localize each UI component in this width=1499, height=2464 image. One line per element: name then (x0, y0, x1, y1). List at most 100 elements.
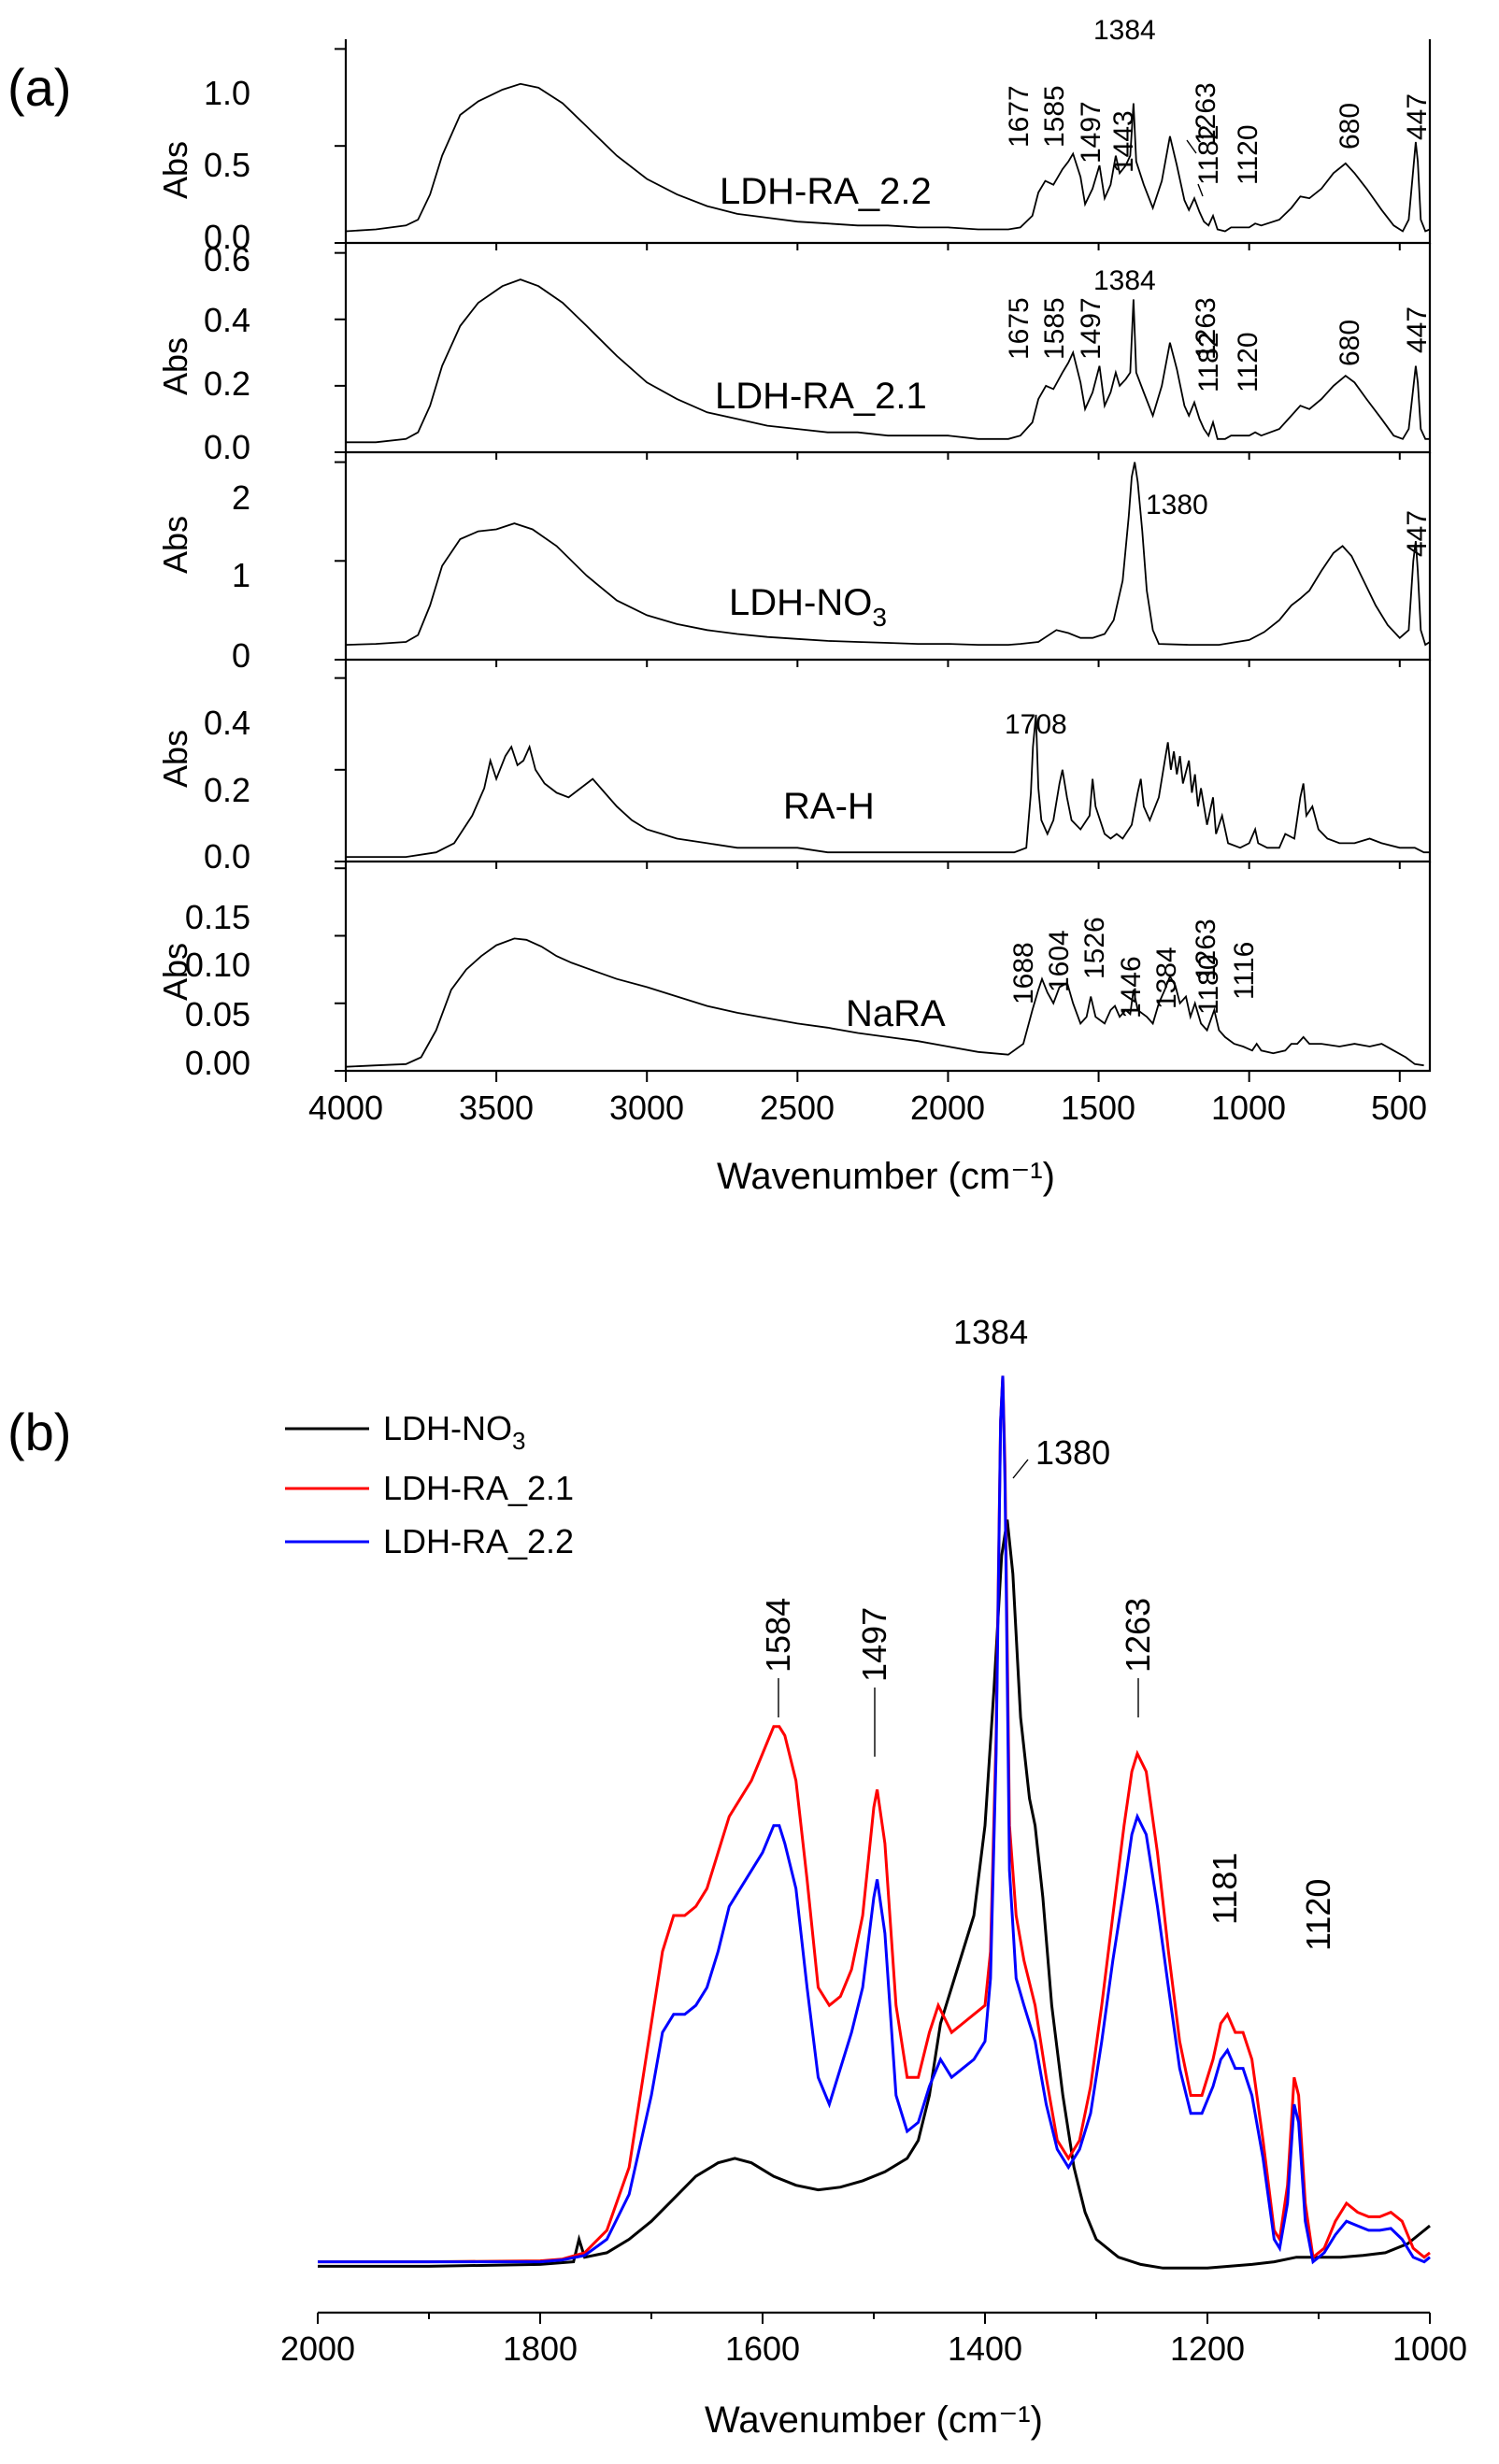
peak-label-1380: 1380 (1146, 490, 1208, 520)
spectrum-line-ldh-ra-2-2-b (318, 1375, 1431, 2265)
peak-label-1380: 1380 (1035, 1433, 1110, 1472)
y-tick-label: 0.15 (185, 898, 250, 936)
subplot-4-ylabel: Abs (156, 730, 194, 788)
subplot-ra-h: Abs 0.4 0.2 0.0 RA-H 1708 (156, 660, 1432, 876)
subplot-5-ylabel: Abs (156, 943, 194, 1001)
peak-label-1120: 1120 (1233, 332, 1263, 392)
x-tick-label: 1600 (725, 2329, 800, 2368)
x-tick-label: 1800 (503, 2329, 578, 2368)
x-tick-label: 1400 (948, 2329, 1022, 2368)
panel-b: (b) 2000 1800 1600 1400 1200 1000 Wavenu… (7, 1313, 1467, 2441)
series-label-ldh-ra-2-2: LDH-RA_2.2 (720, 171, 932, 212)
series-label-nara: NaRA (846, 993, 946, 1034)
peak-label-1497: 1497 (855, 1607, 893, 1682)
peak-label-1263: 1263 (1191, 919, 1221, 981)
spectrum-line-ldh-no3 (345, 462, 1431, 647)
subplot-2-frame (344, 243, 1432, 454)
peak-label-1384: 1384 (953, 1313, 1028, 1351)
x-tick-label: 1500 (1061, 1089, 1135, 1127)
x-tick-label: 3000 (609, 1089, 684, 1127)
y-tick-label: 1 (232, 556, 250, 594)
series-label-ra-h: RA-H (783, 786, 875, 827)
peak-label-447: 447 (1402, 306, 1433, 353)
peak-label-1675: 1675 (1004, 297, 1035, 360)
series-label-ldh-no3-subscript: 3 (872, 603, 887, 632)
x-tick-label: 1000 (1211, 1089, 1286, 1127)
peak-leader (1186, 139, 1197, 154)
legend-label-ldh-no3: LDH-NO3 (383, 1409, 525, 1455)
peak-label-1180: 1180 (1193, 954, 1224, 1015)
subplot-5-y-ticks (335, 867, 1401, 1082)
x-tick-label: 1200 (1170, 2329, 1245, 2368)
y-tick-label: 0.2 (204, 364, 250, 403)
y-tick-label: 0.00 (185, 1044, 250, 1082)
peak-label-1443: 1443 (1108, 110, 1139, 173)
panel-label-b: (b) (7, 1403, 71, 1461)
y-tick-label: 0.05 (185, 995, 250, 1033)
panel-b-x-ticks (317, 2313, 1431, 2324)
series-label-ldh-no3-main: LDH-NO (729, 582, 872, 623)
y-tick-label: 0.6 (204, 240, 250, 278)
y-tick-label: 0.5 (204, 146, 250, 184)
subplot-ldh-no3: Abs 2 1 0 LDH-NO3 1380 447 (156, 452, 1433, 675)
panel-a: (a) Abs 1.0 0.5 0.0 LDH-RA_2.2 1677 1585… (7, 15, 1433, 1197)
y-tick-label: 0.4 (204, 301, 250, 339)
subplot-5-frame (344, 862, 1432, 1073)
y-tick-label: 0.0 (204, 218, 250, 256)
panel-label-a: (a) (7, 58, 71, 117)
peak-label-1181: 1181 (1206, 1853, 1244, 1925)
peak-label-1688: 1688 (1008, 942, 1039, 1004)
legend-label-ldh-ra-2-1: LDH-RA_2.1 (383, 1469, 574, 1507)
subplot-ldh-ra-2-1: Abs 0.6 0.4 0.2 0.0 LDH-RA_2.1 1675 1585… (156, 240, 1433, 466)
series-label-ldh-no3: LDH-NO3 (729, 582, 887, 632)
panel-b-x-tick-labels: 2000 1800 1600 1400 1200 1000 (280, 2329, 1467, 2368)
subplot-3-ylabel: Abs (156, 516, 194, 574)
y-tick-label: 0 (232, 636, 250, 675)
peak-label-1585: 1585 (1039, 85, 1070, 148)
peak-leader (1012, 1459, 1029, 1479)
y-tick-label: 0.2 (204, 771, 250, 809)
legend-label-ldh-ra-2-2: LDH-RA_2.2 (383, 1522, 574, 1560)
subplot-nara: Abs 0.15 0.10 0.05 0.00 NaRA 1688 1604 1… (156, 862, 1432, 1082)
peak-label-1497: 1497 (1076, 101, 1106, 164)
peak-label-1263: 1263 (1191, 82, 1221, 145)
legend-label-ldh-no3-subscript: 3 (512, 1427, 525, 1455)
subplot-3-y-ticks (335, 461, 1401, 667)
legend-label-ldh-no3-main: LDH-NO (383, 1409, 512, 1447)
spectrum-line-nara (345, 937, 1424, 1068)
peak-label-1604: 1604 (1044, 930, 1075, 992)
subplot-1-frame (344, 39, 1432, 245)
x-tick-label: 3500 (459, 1089, 534, 1127)
y-tick-label: 0.0 (204, 837, 250, 876)
peak-label-680: 680 (1335, 320, 1365, 366)
peak-label-1120: 1120 (1299, 1879, 1337, 1951)
x-tick-label: 2000 (280, 2329, 355, 2368)
subplot-4-frame (344, 660, 1432, 863)
peak-label-447: 447 (1402, 510, 1433, 557)
x-tick-label: 2500 (760, 1089, 835, 1127)
spectrum-line-ldh-ra-2-1-b (318, 1375, 1431, 2264)
peak-label-1384: 1384 (1093, 265, 1156, 296)
x-tick-label: 4000 (308, 1089, 383, 1127)
peak-label-1263: 1263 (1191, 297, 1221, 360)
spectrum-line-ldh-no3-b (318, 1519, 1431, 2270)
y-tick-label: 2 (232, 478, 250, 517)
peak-label-1526: 1526 (1079, 917, 1110, 979)
peak-label-1384: 1384 (1151, 947, 1182, 1009)
x-tick-label: 500 (1371, 1089, 1427, 1127)
subplot-1-y-ticks (335, 48, 1401, 250)
subplot-3-frame (344, 452, 1432, 662)
peak-label-680: 680 (1335, 103, 1365, 150)
y-tick-label: 0.0 (204, 428, 250, 466)
peak-label-1446: 1446 (1116, 956, 1147, 1018)
subplot-2-ylabel: Abs (156, 337, 194, 395)
peak-leader (1197, 183, 1204, 197)
spectrum-line-ra-h (346, 714, 1430, 858)
peak-label-1497: 1497 (1076, 297, 1106, 360)
panel-a-x-tick-labels: 4000 3500 3000 2500 2000 1500 1000 500 (308, 1089, 1427, 1127)
peak-label-1384: 1384 (1093, 15, 1156, 46)
panel-b-xlabel: Wavenumber (cm⁻¹) (705, 2400, 1043, 2441)
peak-label-447: 447 (1402, 93, 1433, 140)
peak-label-1584: 1584 (759, 1598, 797, 1673)
